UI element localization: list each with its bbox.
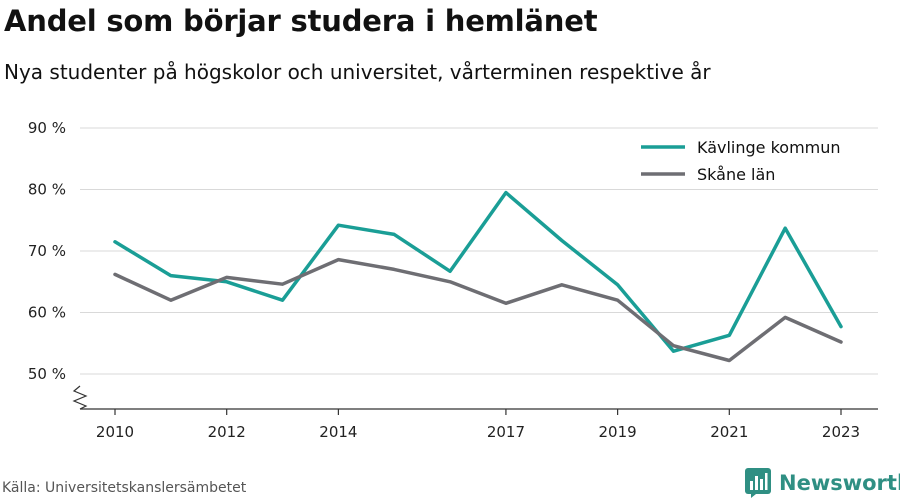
legend-label: Kävlinge kommun <box>697 138 841 157</box>
x-tick-label: 2012 <box>208 423 246 441</box>
y-tick-label: 90 % <box>28 119 66 137</box>
x-tick-label: 2023 <box>822 423 860 441</box>
chart-subtitle: Nya studenter på högskolor och universit… <box>4 60 711 84</box>
source-note: Källa: Universitetskanslersämbetet <box>2 480 247 496</box>
y-tick-label: 60 % <box>28 304 66 322</box>
legend-background <box>636 133 864 189</box>
legend-label: Skåne län <box>697 165 775 184</box>
brand-logo: Newsworthy <box>745 468 900 498</box>
y-tick-label: 70 % <box>28 242 66 260</box>
x-axis-ticks: 2010 2012 2014 2017 2019 2021 2023 <box>96 409 860 441</box>
y-tick-label: 80 % <box>28 181 66 199</box>
x-tick-label: 2019 <box>599 423 637 441</box>
chart-title: Andel som börjar studera i hemlänet <box>4 4 598 38</box>
series-line-1 <box>113 257 843 363</box>
x-tick-label: 2010 <box>96 423 134 441</box>
x-tick-label: 2014 <box>319 423 357 441</box>
x-axis <box>72 385 878 410</box>
x-tick-label: 2017 <box>487 423 525 441</box>
zigzag-break-icon <box>72 385 88 410</box>
line-chart: 50 %60 %70 %80 %90 % 2010 2012 2014 2017 201… <box>28 119 878 441</box>
y-axis-ticks: 50 % 60 % 70 % 80 % 90 % <box>28 119 66 383</box>
x-tick-label: 2021 <box>710 423 748 441</box>
series-lines <box>113 190 843 363</box>
brand-name: Newsworthy <box>779 471 900 495</box>
bar-chart-icon <box>745 468 771 498</box>
series-line-0 <box>113 190 843 353</box>
grid-lines <box>80 127 878 375</box>
y-tick-label: 50 % <box>28 365 66 383</box>
legend: Kävlinge kommun Skåne län <box>636 133 864 189</box>
